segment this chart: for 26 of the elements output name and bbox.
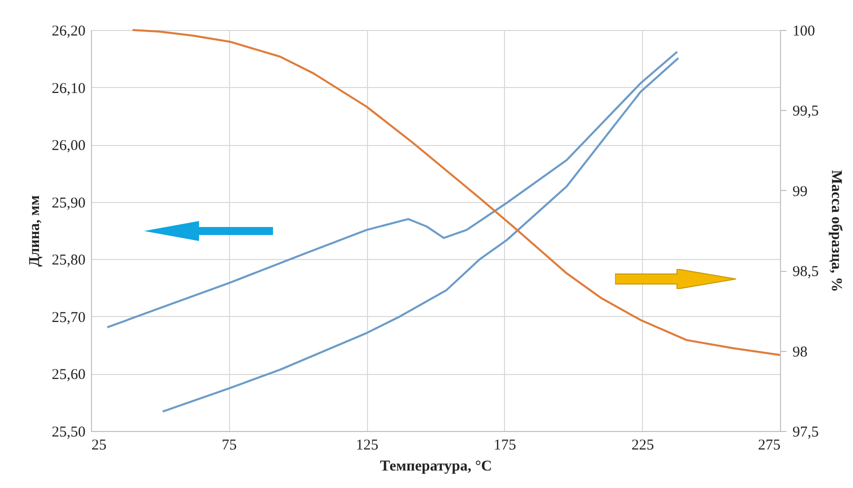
line-series: [162, 57, 680, 413]
y-tick-label: 25,70: [52, 310, 86, 326]
x-tick-label: 225: [631, 438, 654, 454]
x-axis-title: Температура, °C: [380, 458, 492, 474]
x-tick-label: 275: [758, 438, 780, 454]
line-series: [106, 50, 678, 328]
y2-tick-label: 98,5: [792, 264, 819, 280]
y2-tick-label: 98: [792, 344, 808, 360]
y2-tick-label: 100: [792, 24, 815, 40]
x-tick-label: 25: [92, 438, 106, 454]
x-tick-label: 175: [494, 438, 516, 454]
y2-tick-label: 97,5: [792, 424, 819, 440]
y-tick-label: 26,10: [52, 80, 86, 97]
y-tick-label: 26,20: [52, 24, 86, 40]
y-axis-title: Длина, мм: [26, 195, 43, 267]
y-tick-label: 25,60: [52, 367, 86, 384]
x-tick-label: 75: [222, 438, 237, 454]
y2-tick-label: 99,5: [792, 104, 819, 120]
y-tick-label: 25,90: [52, 195, 86, 212]
line-series: [132, 29, 781, 356]
y2-tick-label: 99: [792, 184, 808, 200]
y2-axis-title: Масса образца, %: [828, 170, 844, 292]
y-tick-label: 25,80: [52, 252, 86, 269]
y-tick-label: 25,50: [52, 424, 86, 440]
y-tick-label: 26,00: [52, 138, 86, 154]
x-tick-label: 125: [356, 438, 378, 454]
